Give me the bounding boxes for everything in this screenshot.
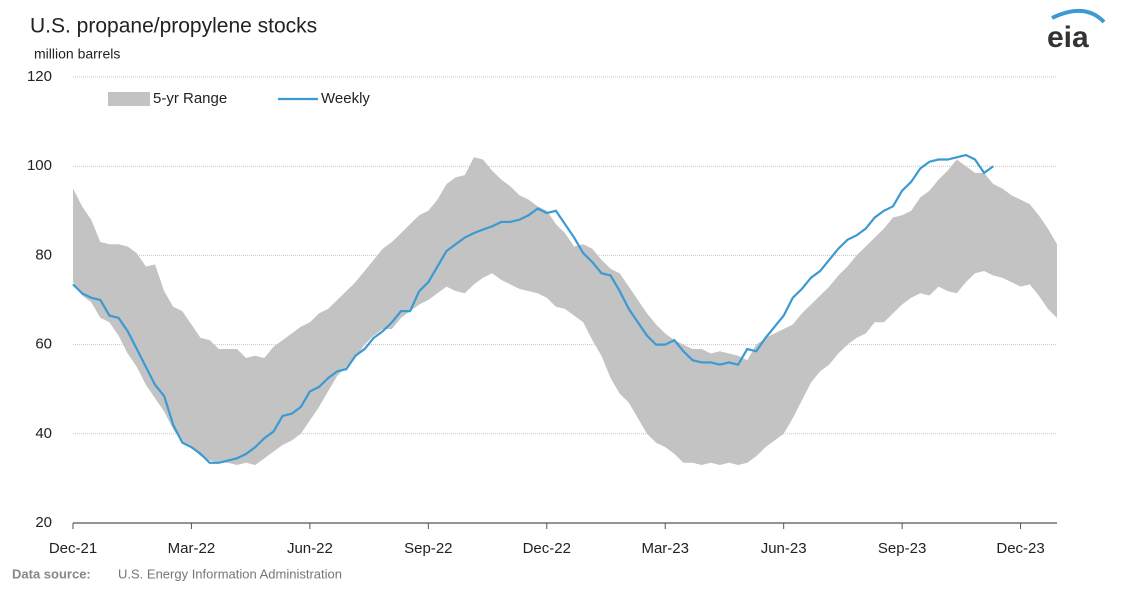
chart-title: U.S. propane/propylene stocks [30, 15, 317, 38]
x-tick-label: Dec-23 [996, 540, 1044, 557]
source: U.S. Energy Information Administration [118, 566, 342, 581]
x-tick-label: Sep-22 [404, 540, 452, 557]
x-tick-label: Mar-22 [168, 540, 216, 557]
y-tick-label: 100 [27, 157, 52, 174]
y-tick-label: 40 [35, 425, 52, 442]
x-tick-label: Jun-22 [287, 540, 333, 557]
logo: eia [1047, 21, 1089, 54]
legend-swatch [108, 92, 150, 106]
y-tick-label: 20 [35, 514, 52, 531]
logo-arc [1051, 9, 1106, 24]
legend-label: 5-yr Range [153, 90, 227, 107]
x-tick-label: Dec-21 [49, 540, 97, 557]
legend-label: Weekly [321, 90, 370, 107]
y-tick-label: 120 [27, 68, 52, 85]
y-tick-label: 80 [35, 246, 52, 263]
source-label: Data source: [12, 566, 91, 581]
x-tick-label: Dec-22 [523, 540, 571, 557]
x-tick-label: Mar-23 [641, 540, 689, 557]
y-tick-label: 60 [35, 336, 52, 353]
weekly-line [72, 153, 994, 464]
x-tick-label: Sep-23 [878, 540, 926, 557]
x-tick-label: Jun-23 [761, 540, 807, 557]
range-band [73, 157, 1057, 466]
y-axis-label: million barrels [34, 46, 120, 62]
